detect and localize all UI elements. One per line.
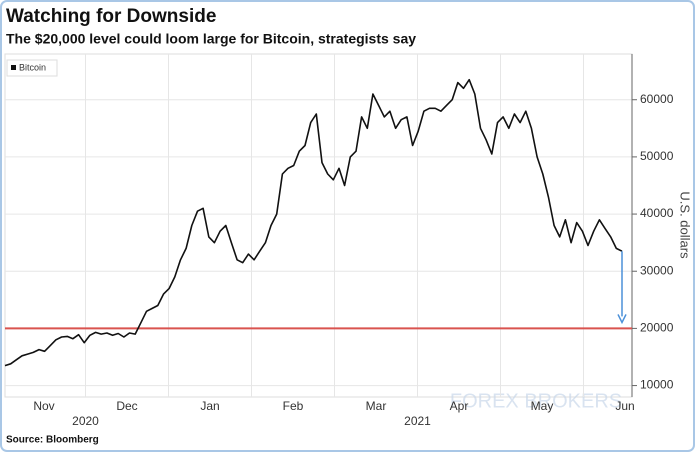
year-label: 2020 bbox=[72, 414, 99, 428]
year-label: 2021 bbox=[404, 414, 431, 428]
data-line bbox=[4, 78, 623, 367]
x-tick-label: Mar bbox=[366, 399, 387, 413]
y-tick-label: 60000 bbox=[640, 92, 674, 106]
arrow-head bbox=[617, 314, 627, 325]
y-tick-label: 50000 bbox=[640, 149, 674, 163]
y-tick-label: 40000 bbox=[640, 206, 674, 220]
x-tick-label: May bbox=[531, 399, 554, 413]
plot-area bbox=[4, 53, 633, 398]
legend-swatch bbox=[11, 65, 16, 70]
x-tick-label: Dec bbox=[116, 399, 137, 413]
x-tick-label: Nov bbox=[33, 399, 54, 413]
chart-title: Watching for Downside bbox=[6, 6, 216, 27]
y-tick-label: 10000 bbox=[640, 378, 674, 392]
x-tick-label: Apr bbox=[450, 399, 469, 413]
legend-label: Bitcoin bbox=[19, 62, 46, 72]
source: Source: Bloomberg bbox=[6, 435, 99, 446]
x-tick-label: Feb bbox=[283, 399, 304, 413]
x-tick-label: Jun bbox=[615, 399, 634, 413]
y-tick-label: 30000 bbox=[640, 263, 674, 277]
watermark: FOREX BROKERS bbox=[450, 390, 622, 412]
chart-subtitle: The $20,000 level could loom large for B… bbox=[6, 31, 416, 47]
y-axis-label: U.S. dollars bbox=[678, 191, 693, 259]
legend-box bbox=[6, 59, 58, 77]
x-tick-label: Jan bbox=[200, 399, 219, 413]
y-tick-label: 20000 bbox=[640, 321, 674, 335]
